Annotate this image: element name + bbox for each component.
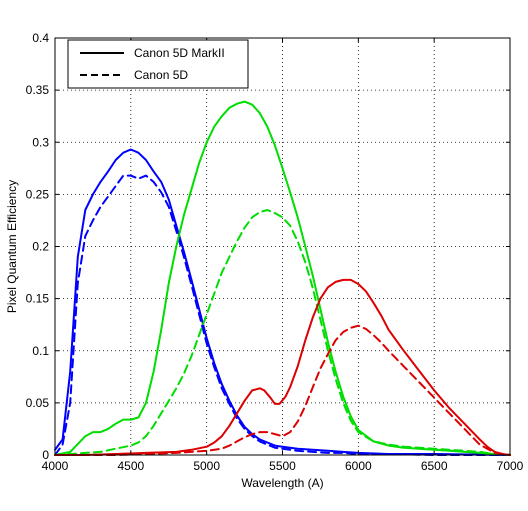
legend-box	[67, 39, 249, 89]
grid	[55, 38, 510, 455]
series-line-blue-markii	[54, 148, 511, 456]
axis-ticks: 4000 4500 5000 5500 6000 6500 7000 0 0.05 0.1 0.15…	[26, 31, 524, 473]
y-tick-label: 0.2	[32, 240, 49, 254]
x-tick-label: 6500	[421, 459, 448, 473]
series-line-blue-5d	[54, 174, 511, 456]
series-lines	[54, 100, 511, 456]
y-tick-label: 0.4	[32, 31, 49, 45]
x-tick-label: 4000	[42, 459, 69, 473]
x-tick-label: 7000	[497, 459, 524, 473]
y-tick-label: 0.35	[26, 83, 50, 97]
x-tick-label: 5500	[269, 459, 296, 473]
x-tick-label: 6000	[345, 459, 372, 473]
series-line-red-markii	[54, 278, 511, 456]
x-tick-label: 4500	[117, 459, 144, 473]
x-axis-title: Wavelength (A)	[241, 476, 323, 490]
series-line-green-markii	[54, 100, 511, 456]
y-tick-label: 0	[42, 448, 49, 462]
y-tick-label: 0.05	[26, 396, 50, 410]
y-tick-label: 0.1	[32, 344, 49, 358]
y-axis-title: Pixel Quantum Efficiency	[5, 180, 19, 313]
x-tick-label: 5000	[193, 459, 220, 473]
series-line-green-5d	[54, 209, 511, 456]
series-line-red-5d	[54, 324, 511, 456]
y-tick-label: 0.15	[26, 292, 50, 306]
y-tick-label: 0.3	[32, 135, 49, 149]
legend-label-5d: Canon 5D	[134, 68, 188, 82]
legend: Canon 5D MarkII Canon 5D	[67, 39, 249, 89]
y-tick-label: 0.25	[26, 187, 50, 201]
legend-label-markii: Canon 5D MarkII	[134, 46, 225, 60]
